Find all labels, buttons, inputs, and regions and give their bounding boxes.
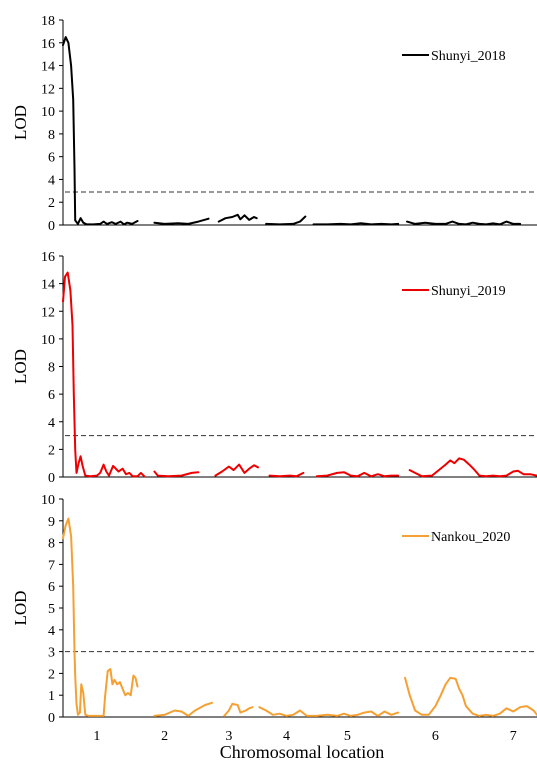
chromosome-axis: 1 2 3 4 5 6 7 bbox=[93, 729, 516, 744]
y-tick-label: 4 bbox=[48, 416, 55, 431]
lod-curve-segment bbox=[217, 213, 258, 223]
panel-shunyi-2018: 0 2 4 6 8 10 12 14 16 18 LOD Shunyi_2018 bbox=[11, 14, 537, 234]
y-tick-label: 2 bbox=[48, 196, 55, 211]
y-tick-label: 10 bbox=[41, 105, 55, 120]
y-tick-label: 3 bbox=[48, 646, 55, 661]
y-tick-label: 14 bbox=[41, 278, 55, 293]
x-tick-label: 2 bbox=[161, 729, 168, 744]
y-tick-label: 12 bbox=[41, 305, 55, 320]
lod-curve-segment bbox=[62, 36, 139, 226]
x-tick-label: 1 bbox=[93, 729, 100, 744]
y-tick-label: 0 bbox=[48, 219, 55, 234]
lod-curve-segment bbox=[312, 222, 400, 226]
lod-curve-segment bbox=[268, 471, 305, 478]
lod-curve-segment bbox=[62, 517, 139, 717]
y-tick-label: 5 bbox=[48, 602, 55, 617]
x-tick-label: 5 bbox=[344, 729, 351, 744]
lod-curve-segment bbox=[404, 676, 537, 717]
y-axis-label: LOD bbox=[11, 591, 30, 626]
y-tick-label: 2 bbox=[48, 667, 55, 682]
y-tick-label: 10 bbox=[41, 493, 55, 508]
y-tick-label: 12 bbox=[41, 82, 55, 97]
x-tick-label: 4 bbox=[283, 729, 290, 744]
x-axis-label: Chromosomal location bbox=[220, 742, 384, 762]
x-tick-label: 7 bbox=[510, 729, 517, 744]
lod-curve-segment bbox=[315, 471, 400, 478]
y-axis-label: LOD bbox=[11, 349, 30, 384]
panel-nankou-2020: 0 1 2 3 4 5 6 7 8 9 10 LOD Nankou_2020 bbox=[11, 493, 537, 726]
y-tick-label: 8 bbox=[48, 537, 55, 552]
lod-curve-segment bbox=[406, 220, 522, 226]
y-tick-label: 8 bbox=[48, 128, 55, 143]
x-tick-label: 3 bbox=[225, 729, 232, 744]
y-tick-label: 0 bbox=[48, 711, 55, 726]
y-tick-label: 4 bbox=[48, 624, 55, 639]
lod-curve-segment bbox=[153, 701, 213, 717]
lod-curve-segment bbox=[214, 463, 259, 477]
lod-curve-segment bbox=[258, 706, 400, 717]
x-tick-label: 6 bbox=[432, 729, 439, 744]
y-tick-label: 8 bbox=[48, 361, 55, 376]
y-tick-label: 6 bbox=[48, 151, 55, 166]
y-tick-label: 6 bbox=[48, 580, 55, 595]
y-axis-label: LOD bbox=[11, 105, 30, 140]
lod-curve-segment bbox=[408, 457, 537, 478]
lod-curve-segment bbox=[265, 215, 307, 226]
lod-curve-segment bbox=[153, 470, 200, 478]
lod-curve-segment bbox=[62, 271, 146, 478]
y-tick-label: 16 bbox=[41, 250, 55, 265]
legend-label: Shunyi_2019 bbox=[431, 284, 506, 299]
legend-label: Shunyi_2018 bbox=[431, 49, 506, 64]
y-tick-label: 7 bbox=[48, 558, 55, 573]
y-tick-label: 2 bbox=[48, 443, 55, 458]
y-tick-label: 10 bbox=[41, 333, 55, 348]
lod-curve-segment bbox=[153, 217, 210, 225]
y-tick-label: 14 bbox=[41, 60, 55, 75]
legend-label: Nankou_2020 bbox=[431, 530, 510, 545]
y-tick-label: 16 bbox=[41, 37, 55, 52]
y-tick-label: 4 bbox=[48, 173, 55, 188]
lod-curve-segment bbox=[223, 702, 254, 717]
y-tick-label: 6 bbox=[48, 388, 55, 403]
y-tick-label: 1 bbox=[48, 689, 55, 704]
y-tick-label: 0 bbox=[48, 471, 55, 486]
y-tick-label: 9 bbox=[48, 515, 55, 530]
panel-shunyi-2019: 0 2 4 6 8 10 12 14 16 LOD Shunyi_2019 bbox=[11, 250, 537, 486]
y-tick-label: 18 bbox=[41, 14, 55, 29]
